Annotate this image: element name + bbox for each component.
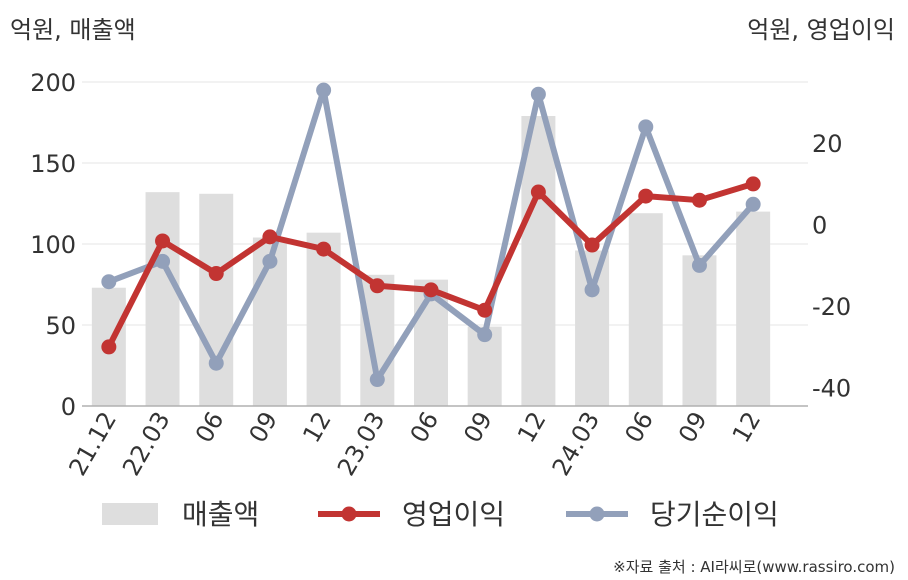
left-tick-label: 150 [30, 150, 76, 178]
x-tick-label: 09 [458, 407, 498, 447]
revenue-bar [736, 211, 771, 406]
revenue-bar [628, 213, 663, 406]
legend-operating-income: 영업이익 [318, 498, 505, 531]
legend-swatch-point [589, 506, 605, 522]
net-income-point [101, 274, 117, 290]
legend-label: 영업이익 [402, 498, 505, 531]
legend-swatch [102, 503, 158, 525]
revenue-bar [306, 232, 341, 406]
x-tick-label: 24.03 [547, 407, 606, 481]
operating-income-point [316, 241, 332, 257]
x-tick-label: 23.03 [332, 407, 391, 481]
line-series [101, 82, 761, 388]
left-axis-ticks: 0 50 100 150 200 [30, 69, 76, 421]
legend: 매출액 영업이익 당기순이익 [102, 498, 779, 531]
operating-income-point [638, 188, 654, 204]
operating-income-point [691, 192, 707, 208]
x-tick-label: 12 [512, 407, 552, 447]
net-income-point [262, 253, 278, 269]
net-income-point [584, 282, 600, 298]
operating-income-point [745, 176, 761, 192]
x-tick-label: 12 [297, 407, 337, 447]
revenue-bar [145, 192, 180, 406]
right-tick-label: -20 [812, 293, 851, 321]
revenue-bar [682, 255, 717, 406]
net-income-point [691, 257, 707, 273]
revenue-bar [199, 193, 234, 406]
net-income-point [745, 196, 761, 212]
operating-income-point [262, 229, 278, 245]
revenue-bar [575, 250, 610, 406]
legend-label: 당기순이익 [650, 498, 779, 531]
x-tick-label: 22.03 [117, 407, 176, 481]
net-income-point [208, 355, 224, 371]
right-axis-label: 억원, 영업이익 [747, 16, 895, 44]
operating-income-point [155, 233, 171, 249]
left-axis-label: 억원, 매출액 [10, 16, 136, 44]
net-income-point [316, 82, 332, 98]
right-tick-label: 0 [812, 212, 827, 240]
net-income-point [638, 119, 654, 135]
legend-revenue: 매출액 [102, 498, 259, 531]
x-tick-label: 09 [244, 407, 284, 447]
operating-income-point [584, 237, 600, 253]
source-note: ※자료 출처 : AI라씨로(www.rassiro.com) [613, 558, 895, 576]
operating-income-point [530, 184, 546, 200]
revenue-bar [521, 116, 556, 407]
operating-income-point [208, 266, 224, 282]
net-income-point [477, 327, 493, 343]
x-tick-label: 06 [190, 407, 230, 447]
right-tick-label: -40 [812, 375, 851, 403]
x-tick-label: 09 [673, 407, 713, 447]
left-tick-label: 0 [61, 393, 76, 421]
left-tick-label: 50 [45, 312, 76, 340]
legend-net-income: 당기순이익 [566, 498, 779, 531]
right-tick-label: 20 [812, 130, 843, 158]
net-income-point [155, 253, 171, 269]
x-tick-label: 06 [619, 407, 659, 447]
net-income-point [530, 86, 546, 102]
x-tick-label: 12 [727, 407, 767, 447]
legend-swatch-point [341, 506, 357, 522]
operating-income-point [423, 282, 439, 298]
left-tick-label: 100 [30, 231, 76, 259]
net-income-point [369, 372, 385, 388]
revenue-bars [91, 116, 771, 407]
left-tick-label: 200 [30, 69, 76, 97]
right-axis-ticks: -40 -20 0 20 [812, 130, 851, 403]
operating-income-point [369, 278, 385, 294]
operating-income-point [477, 302, 493, 318]
operating-income-point [101, 339, 117, 355]
legend-label: 매출액 [182, 498, 259, 531]
x-tick-label: 06 [405, 407, 445, 447]
